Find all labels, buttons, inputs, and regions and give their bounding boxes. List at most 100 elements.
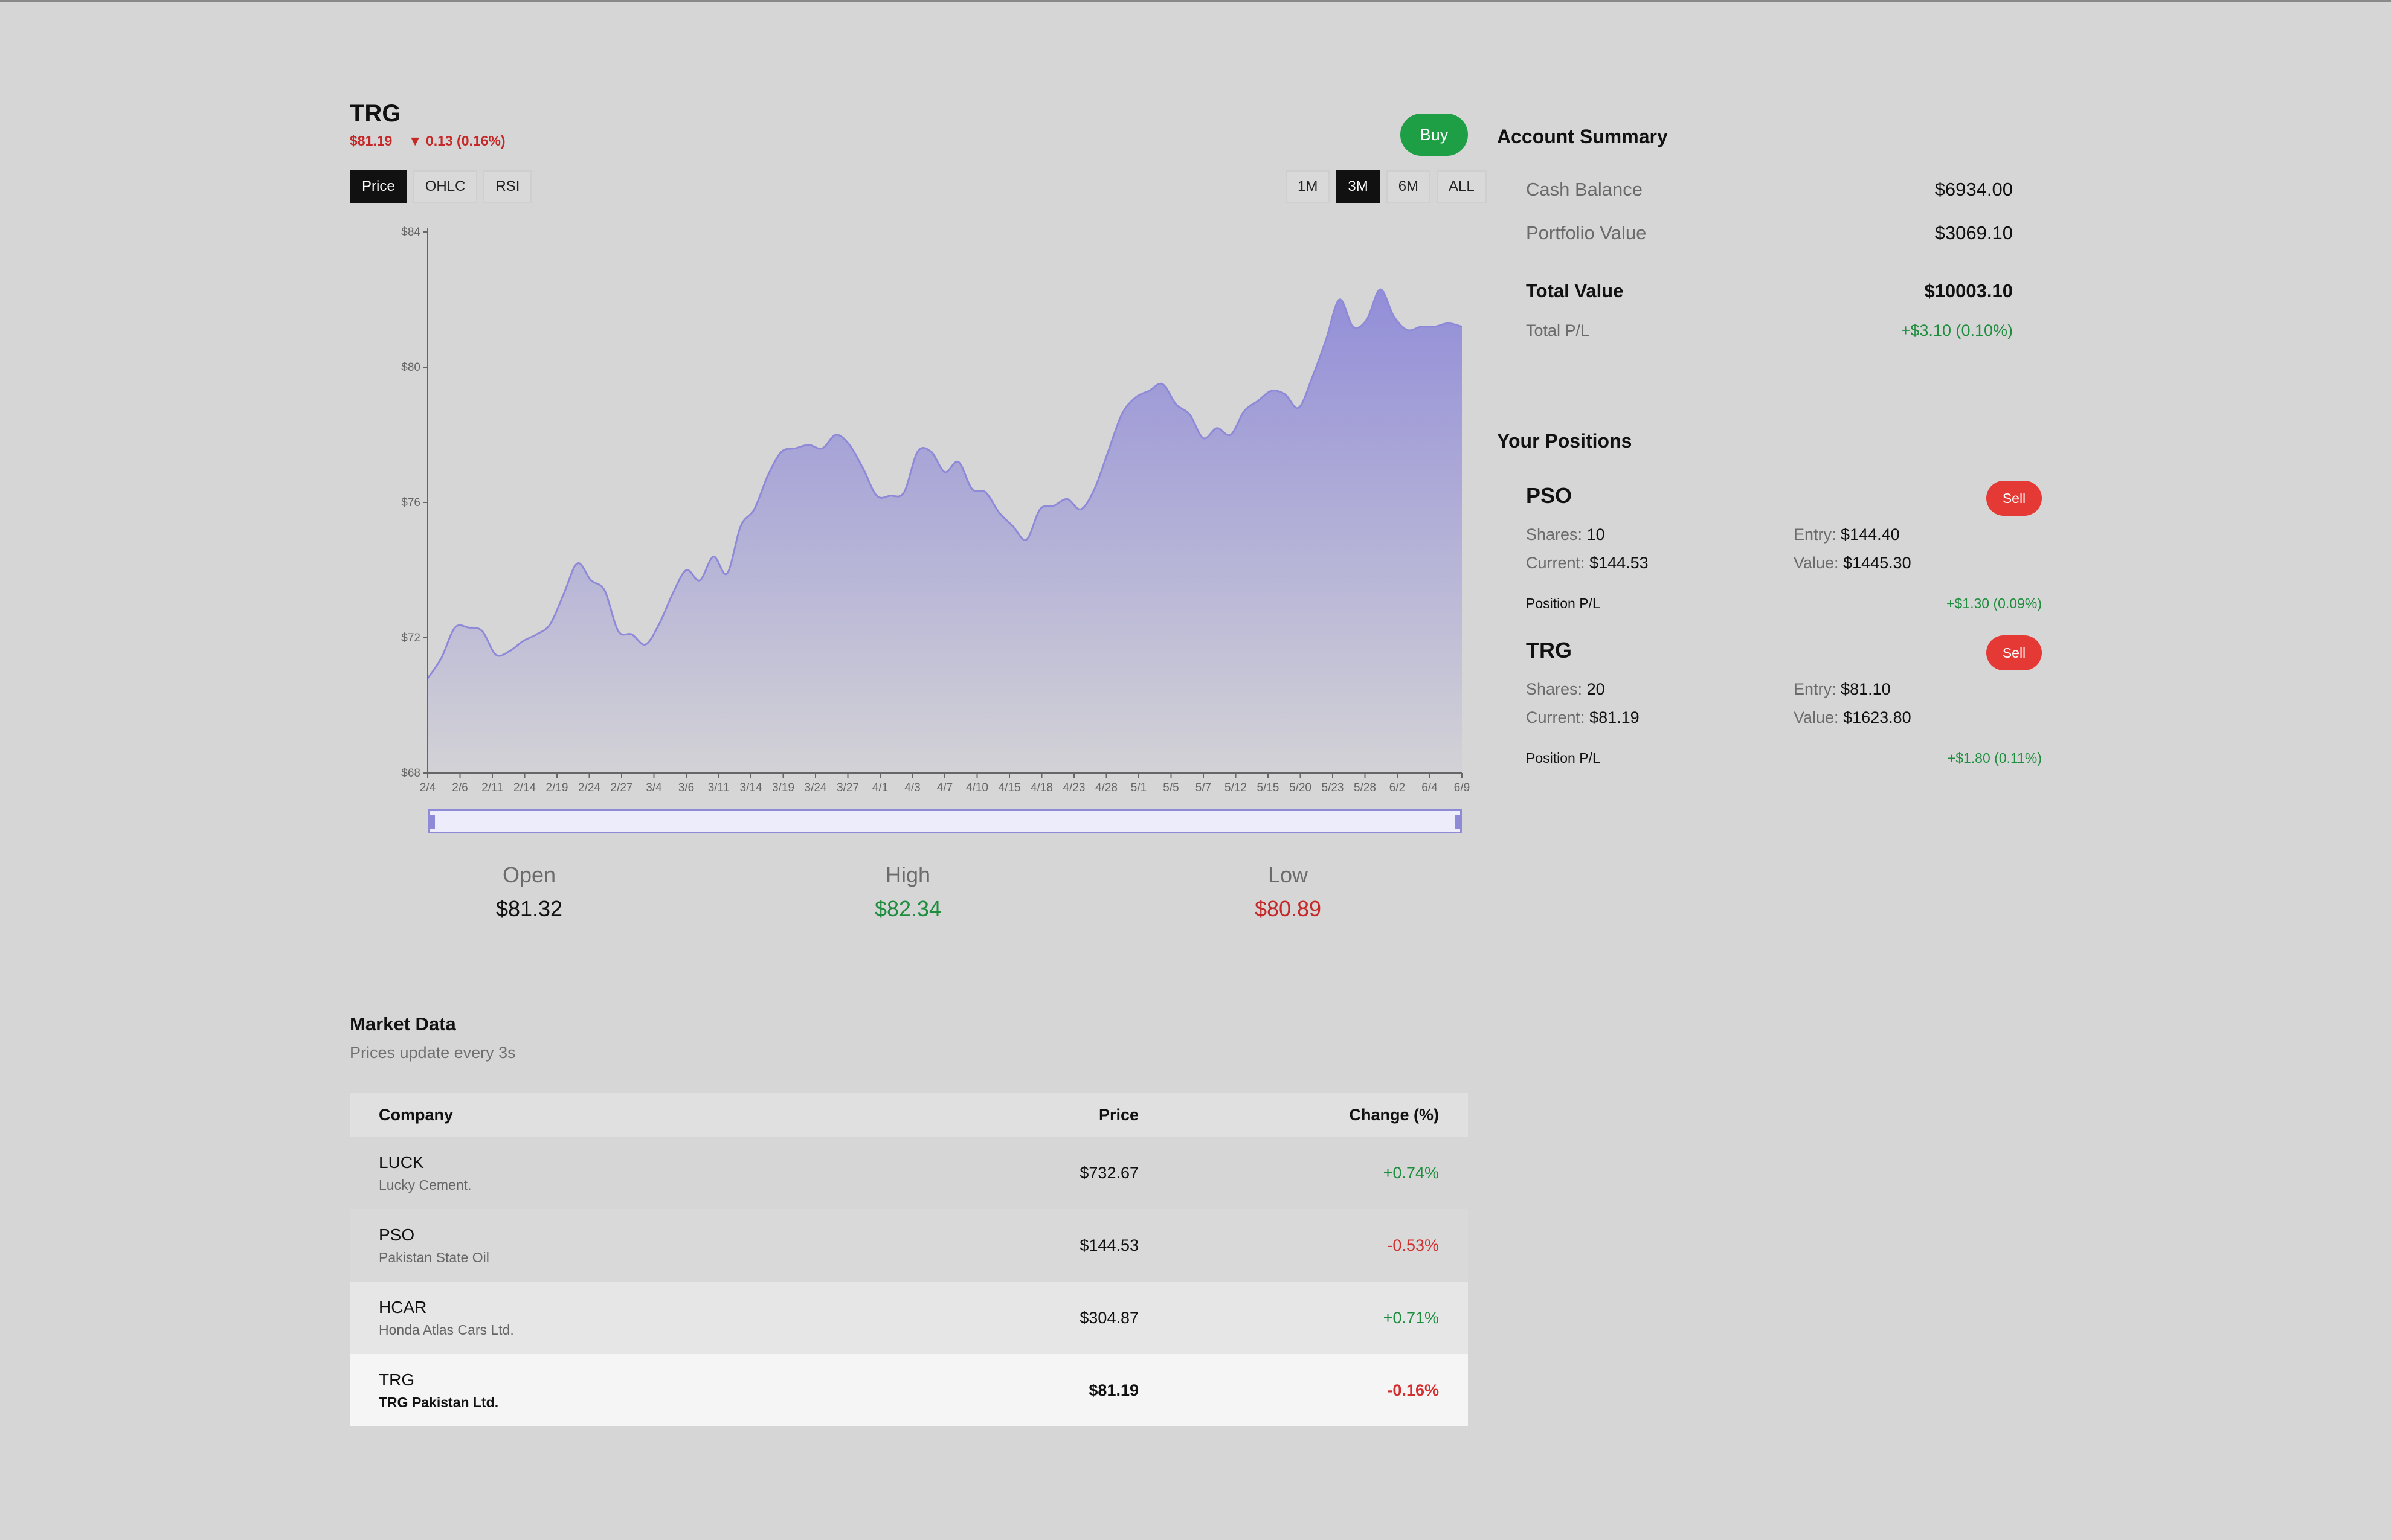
total-pl-label: Total P/L <box>1526 321 1590 339</box>
range-1m[interactable]: 1M <box>1286 170 1330 203</box>
x-tick-label: 5/20 <box>1289 781 1311 794</box>
stock-price-line: $81.19 ▼ 0.13 (0.16%) <box>350 133 506 149</box>
x-tick-label: 3/4 <box>646 781 662 794</box>
open-value: $81.32 <box>495 896 563 921</box>
price-area-fill <box>428 289 1462 773</box>
total-value-row: Total Value $10003.10 <box>1526 280 2013 302</box>
x-tick-label: 2/19 <box>546 781 568 794</box>
x-tick-label: 4/18 <box>1031 781 1053 794</box>
x-tick-label: 2/4 <box>420 781 436 794</box>
open-label: Open <box>502 862 556 887</box>
total-pl-value: +$3.10 (0.10%) <box>1900 321 2013 339</box>
position-symbol: TRG <box>1526 638 1572 663</box>
x-tick-label: 6/2 <box>1389 781 1405 794</box>
x-tick-label: 2/14 <box>513 781 536 794</box>
x-tick-label: 3/6 <box>678 781 694 794</box>
x-tick-label: 4/3 <box>904 781 920 794</box>
low-label: Low <box>1267 862 1308 887</box>
x-tick-label: 5/12 <box>1224 781 1247 794</box>
high-stat: High $82.34 <box>817 862 999 922</box>
position-current: Current: $144.53 <box>1526 554 1649 572</box>
x-tick-label: 2/24 <box>578 781 600 794</box>
position-symbol: PSO <box>1526 483 1572 508</box>
position-card-trg: TRG Sell Shares: 20 Entry: $81.10 Curren… <box>1526 635 2042 771</box>
position-card-pso: PSO Sell Shares: 10 Entry: $144.40 Curre… <box>1526 481 2042 616</box>
position-value: Value: $1445.30 <box>1794 554 1911 572</box>
y-tick-label: $72 <box>401 632 420 644</box>
sell-button[interactable]: Sell <box>1986 481 2042 516</box>
chart-range-brush[interactable] <box>428 809 1462 833</box>
positions-title: Your Positions <box>1497 430 1632 452</box>
position-pl-value: +$1.80 (0.11%) <box>1947 750 2042 766</box>
position-entry: Entry: $81.10 <box>1794 680 1891 698</box>
x-tick-label: 4/23 <box>1063 781 1086 794</box>
x-tick-label: 4/28 <box>1095 781 1118 794</box>
row-change: -0.53% <box>1387 1236 1439 1254</box>
table-row[interactable]: LUCK Lucky Cement. $732.67 +0.74% <box>350 1137 1468 1209</box>
column-company: Company <box>379 1105 454 1124</box>
x-tick-label: 5/1 <box>1131 781 1147 794</box>
sell-button[interactable]: Sell <box>1986 635 2042 670</box>
market-table: Company Price Change (%) LUCK Lucky Cemen… <box>350 1093 1468 1426</box>
x-tick-label: 3/27 <box>837 781 859 794</box>
x-tick-label: 3/11 <box>708 781 730 794</box>
range-6m[interactable]: 6M <box>1386 170 1431 203</box>
buy-button[interactable]: Buy <box>1400 114 1468 156</box>
tab-rsi[interactable]: RSI <box>483 170 532 203</box>
x-tick-label: 4/1 <box>872 781 888 794</box>
row-company-name: Pakistan State Oil <box>379 1249 489 1265</box>
total-value-label: Total Value <box>1526 280 1624 301</box>
row-change: +0.74% <box>1383 1163 1439 1182</box>
row-symbol: TRG <box>379 1370 415 1389</box>
x-tick-label: 3/14 <box>740 781 762 794</box>
x-tick-label: 5/23 <box>1322 781 1344 794</box>
stock-change: ▼ 0.13 (0.16%) <box>408 133 506 149</box>
x-tick-label: 4/10 <box>966 781 988 794</box>
high-label: High <box>885 862 931 887</box>
row-price: $81.19 <box>1089 1381 1139 1399</box>
position-pl-label: Position P/L <box>1526 750 1600 766</box>
position-shares: Shares: 10 <box>1526 525 1605 544</box>
price-line <box>426 288 1463 679</box>
position-pl-value: +$1.30 (0.09%) <box>1946 595 2042 611</box>
portfolio-value-label: Portfolio Value <box>1526 222 1647 243</box>
x-tick-label: 2/11 <box>481 781 503 794</box>
tab-ohlc[interactable]: OHLC <box>413 170 478 203</box>
range-3m[interactable]: 3M <box>1336 170 1380 203</box>
row-company-name: TRG Pakistan Ltd. <box>379 1394 499 1410</box>
low-value: $80.89 <box>1254 896 1322 921</box>
row-symbol: HCAR <box>379 1297 427 1317</box>
open-stat: Open $81.32 <box>439 862 620 922</box>
x-tick-label: 4/7 <box>937 781 953 794</box>
low-stat: Low $80.89 <box>1197 862 1379 922</box>
account-summary-title: Account Summary <box>1497 126 1668 147</box>
position-shares: Shares: 20 <box>1526 680 1605 698</box>
x-tick-label: 5/28 <box>1354 781 1376 794</box>
table-row[interactable]: HCAR Honda Atlas Cars Ltd. $304.87 +0.71% <box>350 1282 1468 1354</box>
position-current: Current: $81.19 <box>1526 708 1640 727</box>
row-company-name: Lucky Cement. <box>379 1176 472 1193</box>
price-area-chart: $84 $80 $76 $72 $682/4 2/6 2/11 2/14 2/19 2/24 2/2… <box>401 226 1470 794</box>
row-price: $304.87 <box>1080 1308 1139 1327</box>
brush-right-handle[interactable] <box>1455 815 1462 829</box>
position-pl-label: Position P/L <box>1526 595 1600 611</box>
column-price: Price <box>1098 1105 1139 1124</box>
x-tick-label: 3/24 <box>805 781 827 794</box>
row-symbol: PSO <box>379 1225 415 1244</box>
table-row[interactable]: PSO Pakistan State Oil $144.53 -0.53% <box>350 1209 1468 1282</box>
x-tick-label: 4/15 <box>999 781 1021 794</box>
range-all[interactable]: ALL <box>1437 170 1487 203</box>
position-entry: Entry: $144.40 <box>1794 525 1900 544</box>
x-tick-label: 5/7 <box>1196 781 1211 794</box>
market-data-title: Market Data <box>350 1013 456 1035</box>
total-value: $10003.10 <box>1924 280 2013 301</box>
window-top-border <box>0 0 2391 2</box>
high-value: $82.34 <box>874 896 942 921</box>
x-tick-label: 2/27 <box>611 781 633 794</box>
x-tick-label: 6/9 <box>1454 781 1470 794</box>
tab-price[interactable]: Price <box>350 170 407 203</box>
x-tick-label: 3/19 <box>772 781 794 794</box>
brush-left-handle[interactable] <box>428 815 435 829</box>
x-tick-label: 2/6 <box>452 781 468 794</box>
table-row-selected[interactable]: TRG TRG Pakistan Ltd. $81.19 -0.16% <box>350 1354 1468 1426</box>
